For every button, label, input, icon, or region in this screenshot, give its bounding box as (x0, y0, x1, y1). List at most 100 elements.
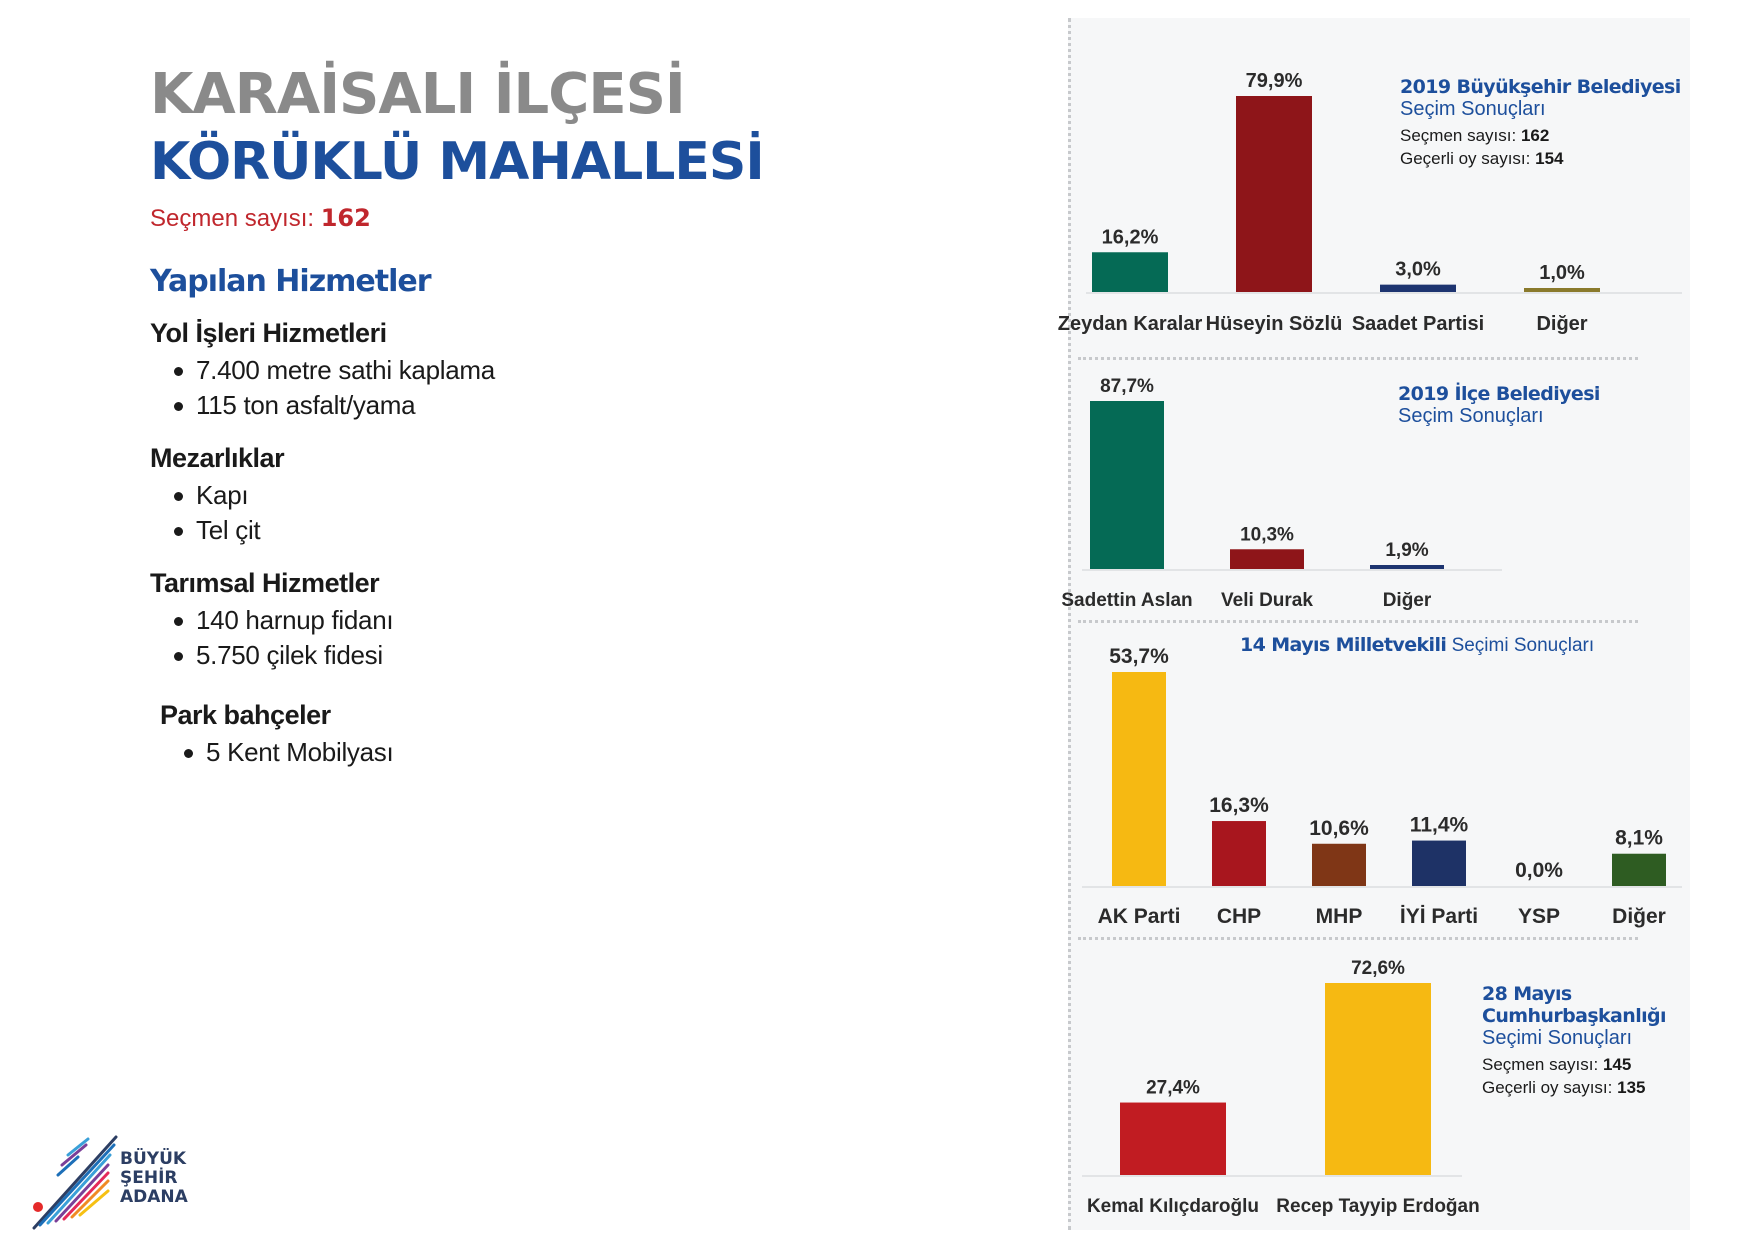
panel-divider (1078, 357, 1638, 360)
voter-count-label: Seçmen sayısı: (150, 205, 314, 232)
bar (1380, 285, 1456, 292)
panel-title-line1: 28 Mayıs (1482, 983, 1572, 1005)
data-label: 72,6% (1351, 958, 1405, 979)
category-label: İYİ Parti (1400, 905, 1478, 928)
panel-divider (1078, 937, 1638, 940)
bar (1112, 672, 1166, 886)
panel-title: 14 Mayıs Milletvekili Seçimi Sonuçları (1240, 634, 1594, 657)
services-heading: Yapılan Hizmetler (150, 264, 431, 299)
panel-stat-valid-votes: Geçerli oy sayısı: 154 (1400, 147, 1563, 170)
stat-label: Geçerli oy sayısı: (1482, 1078, 1612, 1097)
category-label: Sadettin Aslan (1061, 590, 1192, 611)
service-item: 5 Kent Mobilyası (184, 735, 393, 770)
data-label: 10,6% (1309, 817, 1369, 840)
category-label: Diğer (1612, 905, 1666, 928)
district-title: KARAİSALI İLÇESİ (150, 62, 685, 127)
panel-title-rest: Seçimi Sonuçları (1452, 635, 1595, 656)
panel-title-line2: Cumhurbaşkanlığı (1482, 1005, 1666, 1027)
category-label: MHP (1316, 905, 1363, 928)
voter-count-value: 162 (321, 204, 371, 232)
bar (1370, 565, 1444, 569)
category-label: YSP (1518, 905, 1560, 928)
category-label: AK Parti (1098, 905, 1181, 928)
bar (1412, 841, 1466, 886)
parliament-2023-chart: 53,7% AK Parti 16,3% CHP 10,6% MHP 11,4% İYİ Pa… (1070, 630, 1690, 930)
parliament-2023-panel: 53,7% AK Parti 16,3% CHP 10,6% MHP 11,4% İYİ Pa… (1070, 630, 1690, 930)
panel-subtitle: Seçim Sonuçları (1398, 405, 1544, 428)
category-label: Hüseyin Sözlü (1206, 313, 1343, 335)
data-label: 79,9% (1246, 70, 1303, 92)
bar (1092, 252, 1168, 292)
bar (1524, 288, 1600, 292)
category-label: Saadet Partisi (1352, 313, 1484, 335)
data-label: 1,9% (1385, 540, 1428, 561)
service-item: 5.750 çilek fidesi (174, 638, 393, 673)
panel-title-bold: 14 Mayıs Milletvekili (1240, 634, 1446, 656)
panel-divider (1078, 620, 1638, 623)
metropolitan-2019-panel: 16,2% Zeydan Karalar 79,9% Hüseyin Sözlü 3,0… (1070, 30, 1690, 350)
bar (1230, 549, 1304, 569)
stat-value: 162 (1521, 126, 1549, 145)
data-label: 0,0% (1515, 859, 1563, 882)
service-group-title: Tarımsal Hizmetler (150, 568, 393, 599)
panel-stat-voters: Seçmen sayısı: 162 (1400, 124, 1549, 147)
data-label: 11,4% (1410, 814, 1469, 837)
presidential-2023-panel: 27,4% Kemal Kılıçdaroğlu 72,6% Recep Tayyip… (1070, 945, 1690, 1225)
panel-title: 2019 İlçe Belediyesi (1398, 383, 1600, 405)
stat-label: Seçmen sayısı: (1400, 126, 1516, 145)
bar (1612, 854, 1666, 886)
service-group-title: Mezarlıklar (150, 443, 284, 474)
stat-value: 135 (1617, 1078, 1645, 1097)
logo-text-line1: BÜYÜK (120, 1149, 186, 1169)
service-group-agriculture: Tarımsal Hizmetler 140 harnup fidanı 5.7… (150, 568, 393, 673)
data-label: 8,1% (1615, 827, 1663, 850)
logo-text-line3: ADANA (120, 1187, 188, 1207)
service-item: 115 ton asfalt/yama (174, 388, 495, 423)
data-label: 10,3% (1240, 524, 1294, 545)
category-label: CHP (1217, 905, 1261, 928)
panel-stat-voters: Seçmen sayısı: 145 (1482, 1053, 1631, 1076)
bar (1312, 844, 1366, 886)
data-label: 3,0% (1395, 259, 1441, 281)
voter-count: Seçmen sayısı: 162 (150, 204, 371, 233)
adana-logo: BÜYÜK ŞEHİR ADANA (28, 1135, 198, 1230)
stat-value: 145 (1603, 1055, 1631, 1074)
panel-subtitle: Seçimi Sonuçları (1482, 1027, 1632, 1050)
panel-title: 2019 Büyükşehir Belediyesi (1400, 76, 1681, 98)
bar (1212, 821, 1266, 886)
stat-label: Geçerli oy sayısı: (1400, 149, 1530, 168)
stat-value: 154 (1535, 149, 1563, 168)
data-label: 27,4% (1146, 1078, 1200, 1099)
service-item: 7.400 metre sathi kaplama (174, 353, 495, 388)
district-2019-panel: 87,7% Sadettin Aslan 10,3% Veli Durak 1,9% Di… (1070, 365, 1690, 620)
logo-text-line2: ŞEHİR (120, 1168, 178, 1188)
service-group-cemetery: Mezarlıklar Kapı Tel çit (150, 443, 284, 548)
category-label: Zeydan Karalar (1058, 313, 1203, 335)
bar (1236, 96, 1312, 292)
category-label: Veli Durak (1221, 590, 1313, 611)
data-label: 87,7% (1100, 376, 1154, 397)
bar (1090, 401, 1164, 569)
bar (1120, 1103, 1226, 1175)
panel-subtitle: Seçim Sonuçları (1400, 98, 1546, 121)
data-label: 1,0% (1539, 262, 1585, 284)
category-label: Diğer (1536, 313, 1587, 335)
service-group-title: Park bahçeler (160, 700, 393, 731)
service-group-title: Yol İşleri Hizmetleri (150, 318, 495, 349)
service-item: Kapı (174, 478, 284, 513)
stat-label: Seçmen sayısı: (1482, 1055, 1598, 1074)
category-label: Recep Tayyip Erdoğan (1276, 1196, 1479, 1217)
service-item: Tel çit (174, 513, 284, 548)
neighborhood-title: KÖRÜKLÜ MAHALLESİ (150, 132, 764, 192)
category-label: Diğer (1383, 590, 1432, 611)
data-label: 53,7% (1109, 645, 1169, 668)
data-label: 16,2% (1102, 226, 1159, 248)
bar (1325, 983, 1431, 1175)
service-group-parks: Park bahçeler 5 Kent Mobilyası (160, 700, 393, 770)
data-label: 16,3% (1209, 794, 1269, 817)
category-label: Kemal Kılıçdaroğlu (1087, 1196, 1259, 1217)
services-column: KARAİSALI İLÇESİ KÖRÜKLÜ MAHALLESİ Seçme… (0, 0, 1000, 1241)
service-item: 140 harnup fidanı (174, 603, 393, 638)
service-group-road: Yol İşleri Hizmetleri 7.400 metre sathi … (150, 318, 495, 423)
panel-stat-valid-votes: Geçerli oy sayısı: 135 (1482, 1076, 1645, 1099)
